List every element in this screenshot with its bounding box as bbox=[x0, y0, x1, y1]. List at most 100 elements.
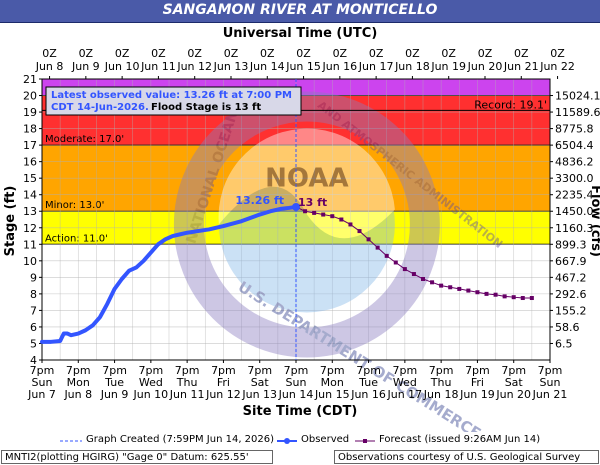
x-bottom-day-label: Sat bbox=[251, 376, 270, 389]
x-bottom-time-label: 7pm bbox=[429, 364, 454, 377]
forecast-legend-marker bbox=[363, 439, 367, 443]
x-bottom-day-label: Sat bbox=[505, 376, 524, 389]
x-bottom-day-label: Mon bbox=[321, 376, 344, 389]
flood-band-label-minor: Minor: 13.0' bbox=[45, 200, 104, 211]
x-top-tick-label: 0Z bbox=[79, 47, 94, 60]
forecast-point bbox=[502, 294, 507, 299]
forecast-point bbox=[312, 210, 317, 215]
forecast-point bbox=[439, 283, 444, 288]
x-bottom-day-label: Wed bbox=[139, 376, 163, 389]
x-top-tick-label: 0Z bbox=[333, 47, 348, 60]
y-right-tick-label: 467.2 bbox=[555, 271, 587, 284]
legend-markers bbox=[60, 438, 375, 444]
forecast-point bbox=[466, 288, 471, 293]
y-right-tick-label: 3300.0 bbox=[555, 172, 594, 185]
y-right-tick-label: 667.9 bbox=[555, 255, 587, 268]
x-bottom-date-label: Jun 21 bbox=[532, 388, 568, 401]
x-top-tick-label: 0Z bbox=[260, 47, 275, 60]
x-top-date-label: Jun 21 bbox=[503, 60, 539, 73]
observed-latest-point bbox=[292, 202, 300, 211]
info-box-line2-date: CDT 14-Jun-2026. bbox=[51, 102, 149, 113]
x-top-tick-label: 0Z bbox=[550, 47, 565, 60]
x-bottom-day-label: Sun bbox=[540, 376, 561, 389]
footer-credit: Observations courtesy of U.S. Geological… bbox=[334, 450, 599, 464]
x-bottom-time-label: 7pm bbox=[501, 364, 526, 377]
y-left-tick-label: 15 bbox=[23, 172, 37, 185]
forecast-point bbox=[520, 296, 525, 301]
forecast-point bbox=[384, 253, 389, 258]
x-top-date-label: Jun 15 bbox=[285, 60, 321, 73]
bottom-axis-title: Site Time (CDT) bbox=[243, 404, 358, 419]
x-bottom-time-label: 7pm bbox=[30, 364, 55, 377]
watermark-noaa-text: NOAA bbox=[265, 163, 348, 193]
x-bottom-date-label: Jun 17 bbox=[387, 388, 423, 401]
forecast-point bbox=[529, 296, 534, 301]
x-top-date-label: Jun 11 bbox=[140, 60, 176, 73]
top-axis-title: Universal Time (UTC) bbox=[223, 26, 378, 41]
x-bottom-date-label: Jun 18 bbox=[423, 388, 459, 401]
x-top-date-label: Jun 13 bbox=[213, 60, 249, 73]
y-left-tick-label: 14 bbox=[23, 189, 37, 202]
y-right-tick-label: 1160.3 bbox=[555, 222, 594, 235]
watermark-ring bbox=[173, 91, 440, 358]
x-bottom-time-label: 7pm bbox=[175, 364, 200, 377]
y-left-tick-label: 12 bbox=[23, 222, 37, 235]
y-left-tick-label: 11 bbox=[23, 238, 37, 251]
x-top-tick-label: 0Z bbox=[514, 47, 529, 60]
x-bottom-date-label: Jun 16 bbox=[350, 388, 386, 401]
x-bottom-day-label: Fri bbox=[471, 376, 484, 389]
x-top-date-label: Jun 14 bbox=[249, 60, 285, 73]
x-bottom-day-label: Mon bbox=[67, 376, 90, 389]
x-bottom-date-label: Jun 20 bbox=[495, 388, 531, 401]
x-top-tick-label: 0Z bbox=[115, 47, 130, 60]
x-top-date-label: Jun 22 bbox=[539, 60, 575, 73]
x-bottom-time-label: 7pm bbox=[284, 364, 309, 377]
forecast-point bbox=[366, 237, 371, 242]
forecast-point bbox=[303, 209, 308, 214]
watermark-gull bbox=[218, 128, 395, 239]
forecast-point bbox=[511, 295, 516, 300]
y-left-tick-label: 9 bbox=[30, 271, 37, 284]
x-top-date-label: Jun 20 bbox=[467, 60, 503, 73]
y-left-tick-label: 7 bbox=[30, 304, 37, 317]
x-bottom-time-label: 7pm bbox=[139, 364, 164, 377]
x-top-tick-label: 0Z bbox=[369, 47, 384, 60]
x-bottom-date-label: Jun 15 bbox=[314, 388, 350, 401]
x-bottom-date-label: Jun 12 bbox=[205, 388, 241, 401]
y-left-tick-label: 16 bbox=[23, 156, 37, 169]
x-top-tick-label: 0Z bbox=[42, 47, 57, 60]
y-left-tick-label: 8 bbox=[30, 288, 37, 301]
x-bottom-day-label: Tue bbox=[358, 376, 378, 389]
flood-band-label-moderate: Moderate: 17.0' bbox=[45, 134, 124, 145]
forecast-point bbox=[375, 245, 380, 250]
forecast-point bbox=[330, 214, 335, 219]
y-right-tick-label: 8775.8 bbox=[555, 123, 594, 136]
x-bottom-date-label: Jun 13 bbox=[241, 388, 277, 401]
x-bottom-date-label: Jun 7 bbox=[27, 388, 56, 401]
observed-legend-marker bbox=[284, 438, 290, 444]
x-top-date-label: Jun 18 bbox=[394, 60, 430, 73]
x-top-date-label: Jun 9 bbox=[71, 60, 100, 73]
x-top-tick-label: 0Z bbox=[151, 47, 166, 60]
x-bottom-time-label: 7pm bbox=[66, 364, 91, 377]
plot-area: Action: 11.0' Minor: 13.0' Moderate: 17.0'… bbox=[23, 47, 600, 432]
flood-band-label-action: Action: 11.0' bbox=[45, 233, 108, 244]
x-bottom-date-label: Jun 11 bbox=[169, 388, 205, 401]
x-bottom-date-label: Jun 9 bbox=[100, 388, 129, 401]
chart-title: SANGAMON RIVER AT MONTICELLO bbox=[162, 2, 438, 18]
y-left-axis-title: Stage (ft) bbox=[3, 186, 18, 257]
y-left-tick-label: 20 bbox=[23, 90, 37, 103]
y-right-tick-label: 6504.4 bbox=[555, 139, 594, 152]
observed-series-line bbox=[40, 204, 298, 344]
y-left-tick-label: 10 bbox=[23, 255, 37, 268]
y-left-tick-label: 5 bbox=[30, 337, 37, 350]
forecast-point bbox=[484, 291, 489, 296]
record-label: Record: 19.1' bbox=[474, 98, 547, 111]
y-right-tick-label: 4836.2 bbox=[555, 156, 594, 169]
x-top-date-label: Jun 10 bbox=[104, 60, 140, 73]
watermark-disc bbox=[218, 136, 395, 313]
forecast-point bbox=[339, 217, 344, 222]
y-left-tick-label: 13 bbox=[23, 205, 37, 218]
forecast-point bbox=[457, 286, 462, 291]
